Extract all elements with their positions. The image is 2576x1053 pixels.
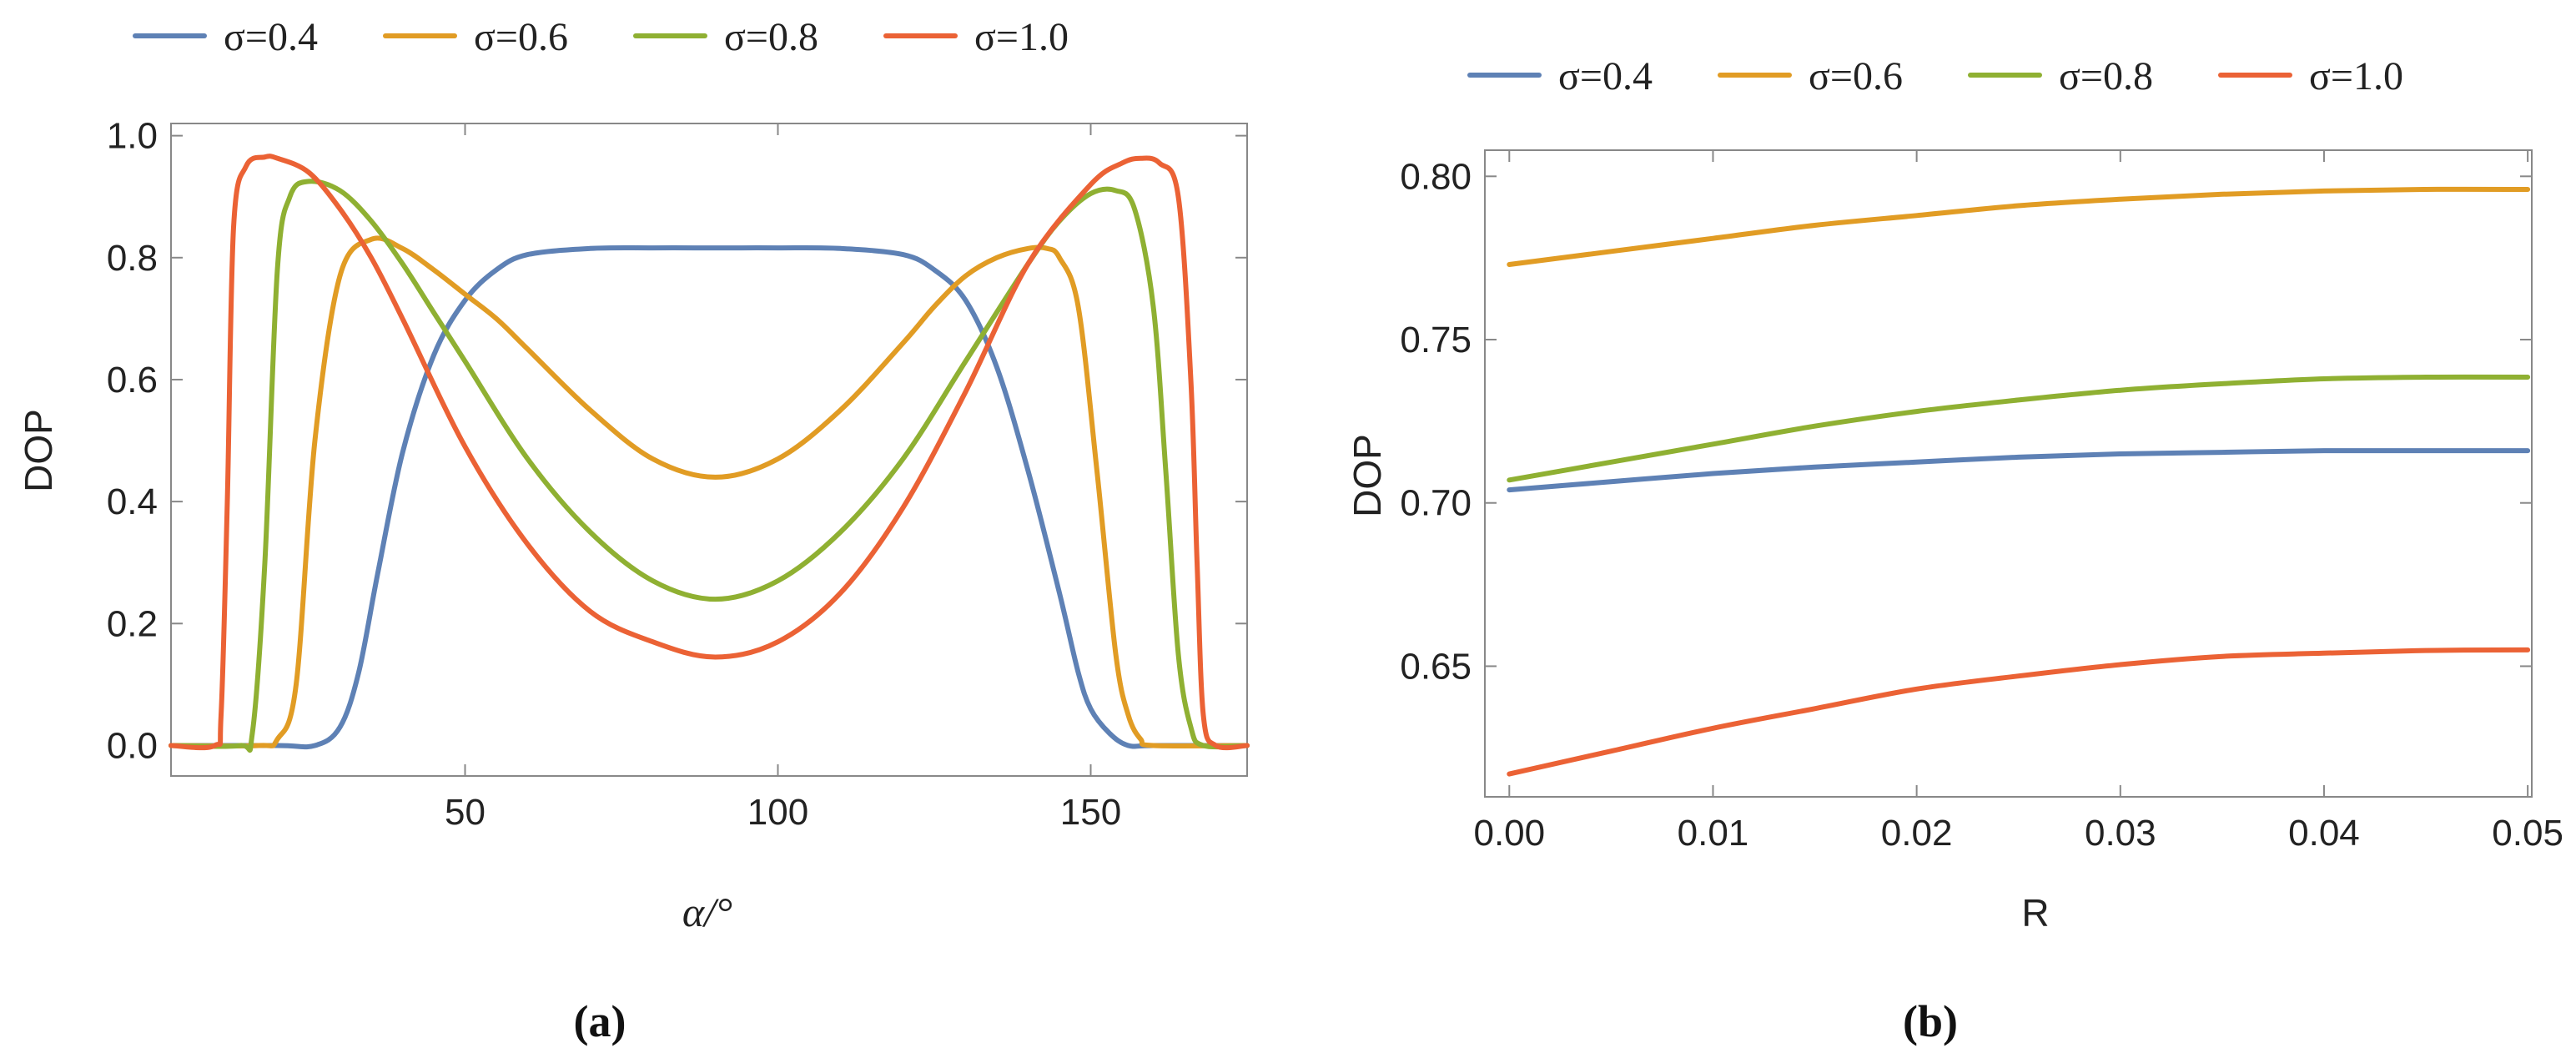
series-b	[1507, 186, 2531, 777]
legend-a-label-2: σ=0.8	[724, 15, 818, 59]
legend-b: σ=0.4 σ=0.6 σ=0.8 σ=1.0	[1467, 54, 2403, 98]
series-line-b-3	[1507, 647, 2531, 777]
tick-labels-a: 50 100 150 0.0 0.2 0.4 0.6 0.8 1.0	[107, 116, 1121, 833]
x-tick-label-b-1: 0.01	[1678, 813, 1749, 854]
x-tick-label-b-4: 0.04	[2288, 813, 2360, 854]
y-tick-label-a-5: 1.0	[107, 116, 158, 157]
legend-b-label-0: σ=0.4	[1558, 54, 1653, 98]
y-tick-label-b-3: 0.80	[1400, 156, 1472, 197]
x-tick-label-b-2: 0.02	[1881, 813, 1953, 854]
legend-a-label-3: σ=1.0	[974, 15, 1069, 59]
legend-a-label-1: σ=0.6	[474, 15, 568, 59]
ticks-b	[1485, 150, 2532, 797]
series-line-a-1	[169, 235, 1250, 749]
panel-label-a: (a)	[574, 996, 626, 1046]
x-axis-title-a: α/°	[682, 889, 732, 935]
x-axis-title-b: R	[2021, 891, 2049, 935]
y-tick-label-a-2: 0.4	[107, 481, 158, 522]
legend-a: σ=0.4 σ=0.6 σ=0.8 σ=1.0	[133, 15, 1069, 59]
plot-frame-b	[1484, 149, 2533, 798]
series-line-b-1	[1507, 186, 2531, 267]
series-line-a-0	[169, 245, 1250, 750]
series-line-b-2	[1507, 374, 2531, 483]
y-tick-label-b-1: 0.70	[1400, 483, 1472, 524]
ticks-a	[171, 123, 1247, 776]
x-tick-label-b-0: 0.00	[1473, 813, 1545, 854]
y-tick-label-b-2: 0.75	[1400, 320, 1472, 360]
panel-a: σ=0.4 σ=0.6 σ=0.8 σ=1.0 50 100 150 0.0 0.2 0.…	[17, 15, 1250, 1046]
plot-frame-a	[170, 123, 1248, 777]
y-axis-title-b: DOP	[1346, 434, 1389, 517]
y-tick-label-a-0: 0.0	[107, 725, 158, 766]
x-tick-label-b-5: 0.05	[2492, 813, 2563, 854]
x-tick-label-b-3: 0.03	[2085, 813, 2156, 854]
series-line-a-3	[169, 154, 1250, 751]
series-line-a-2	[169, 179, 1250, 753]
legend-a-label-0: σ=0.4	[224, 15, 318, 59]
legend-b-label-2: σ=0.8	[2059, 54, 2153, 98]
panel-b: σ=0.4 σ=0.6 σ=0.8 σ=1.0 0.00 0.01 0.02 0.03…	[1346, 54, 2563, 1046]
series-line-b-0	[1507, 447, 2531, 493]
x-tick-label-a-2: 150	[1060, 792, 1121, 833]
panel-label-b: (b)	[1903, 996, 1958, 1046]
tick-labels-b: 0.00 0.01 0.02 0.03 0.04 0.05 0.65 0.70 0.75 0.80	[1400, 156, 2563, 854]
x-tick-label-a-0: 50	[445, 792, 486, 833]
series-a	[169, 154, 1250, 753]
y-tick-label-a-4: 0.8	[107, 238, 158, 279]
legend-b-label-3: σ=1.0	[2309, 54, 2403, 98]
x-tick-label-a-1: 100	[747, 792, 808, 833]
y-tick-label-b-0: 0.65	[1400, 646, 1472, 687]
legend-b-label-1: σ=0.6	[1809, 54, 1903, 98]
y-axis-title-a: DOP	[17, 409, 60, 492]
y-tick-label-a-1: 0.2	[107, 603, 158, 644]
y-tick-label-a-3: 0.6	[107, 360, 158, 401]
